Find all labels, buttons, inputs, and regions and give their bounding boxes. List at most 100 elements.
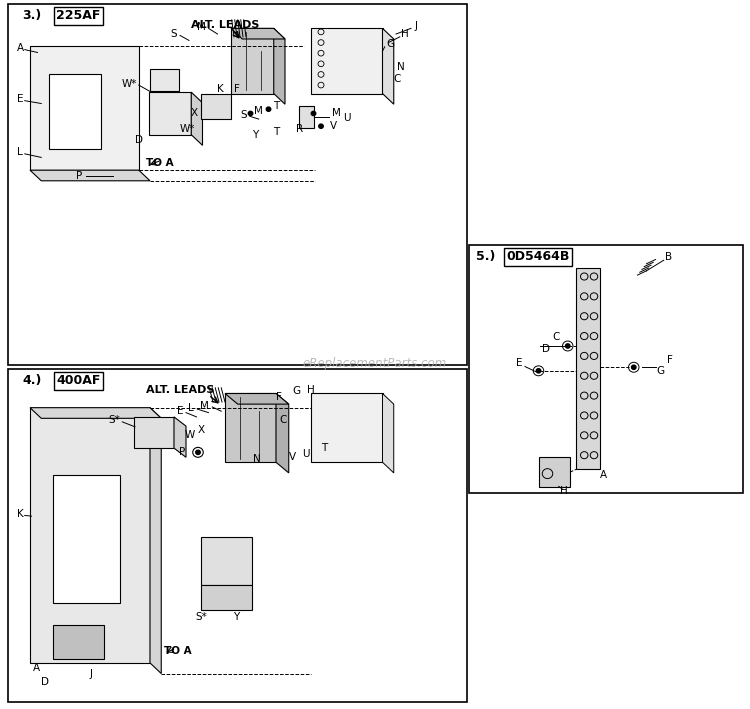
Text: C: C — [394, 74, 401, 84]
Text: X: X — [197, 425, 205, 435]
Text: eReplacementParts.com: eReplacementParts.com — [303, 357, 447, 369]
Text: C: C — [553, 332, 560, 342]
Polygon shape — [150, 69, 178, 91]
Polygon shape — [311, 393, 382, 462]
Polygon shape — [201, 537, 252, 585]
Text: ALT. LEADS: ALT. LEADS — [191, 20, 260, 30]
Circle shape — [266, 107, 271, 111]
Text: D: D — [542, 344, 550, 354]
Text: H: H — [560, 486, 568, 496]
Polygon shape — [150, 408, 161, 674]
Text: K: K — [217, 84, 223, 94]
Text: 3.): 3.) — [22, 9, 42, 22]
Text: 4.): 4.) — [22, 374, 42, 387]
Text: M: M — [254, 106, 263, 116]
Text: L: L — [17, 147, 23, 157]
Polygon shape — [134, 417, 174, 448]
Text: 0D5464B: 0D5464B — [506, 250, 570, 263]
Text: U: U — [302, 449, 310, 459]
Text: 5.): 5.) — [476, 250, 496, 263]
Text: M: M — [200, 401, 208, 411]
Text: TO A: TO A — [164, 646, 191, 656]
Polygon shape — [538, 457, 570, 487]
Polygon shape — [49, 74, 101, 149]
Text: 225AF: 225AF — [56, 9, 100, 22]
Text: S*: S* — [195, 612, 207, 622]
Text: P: P — [179, 447, 185, 457]
Text: G: G — [656, 366, 664, 376]
Text: K: K — [16, 509, 24, 519]
Text: G: G — [292, 386, 300, 396]
Text: V: V — [289, 452, 296, 462]
Polygon shape — [576, 268, 600, 469]
Text: Y: Y — [252, 130, 258, 140]
Text: H: H — [308, 385, 315, 395]
Circle shape — [311, 111, 316, 116]
Polygon shape — [53, 625, 104, 659]
Polygon shape — [231, 28, 285, 39]
Text: ALT. LEADS: ALT. LEADS — [146, 385, 214, 395]
Text: D: D — [136, 135, 143, 145]
Polygon shape — [382, 393, 394, 473]
Text: S: S — [171, 29, 177, 39]
Text: C: C — [280, 415, 287, 425]
Text: H: H — [401, 29, 409, 39]
Text: M: M — [332, 108, 340, 118]
Text: J: J — [415, 21, 418, 31]
Polygon shape — [231, 28, 274, 94]
Text: N: N — [253, 454, 260, 464]
Text: X: X — [190, 108, 198, 118]
Polygon shape — [148, 92, 191, 135]
Circle shape — [566, 344, 570, 348]
Polygon shape — [174, 417, 186, 457]
Circle shape — [196, 450, 200, 454]
Circle shape — [536, 369, 541, 373]
Polygon shape — [201, 585, 252, 610]
Text: S*: S* — [108, 415, 120, 425]
Text: D: D — [41, 677, 49, 687]
Text: T: T — [273, 127, 279, 137]
Circle shape — [632, 365, 636, 369]
Polygon shape — [225, 393, 289, 404]
Text: E: E — [17, 94, 23, 104]
Text: A: A — [600, 470, 608, 480]
Text: F: F — [667, 355, 673, 365]
Polygon shape — [53, 475, 120, 603]
Polygon shape — [191, 92, 202, 145]
Polygon shape — [382, 28, 394, 104]
Text: T: T — [321, 443, 327, 453]
Text: T: T — [273, 101, 279, 111]
Circle shape — [248, 111, 253, 116]
Polygon shape — [274, 28, 285, 104]
Text: U: U — [343, 113, 350, 123]
Text: W: W — [184, 430, 195, 440]
Text: 400AF: 400AF — [56, 374, 100, 387]
Circle shape — [319, 124, 323, 128]
Text: P: P — [76, 171, 82, 181]
Text: TO A: TO A — [146, 158, 174, 168]
Text: M: M — [196, 22, 206, 32]
Text: W*: W* — [122, 79, 136, 89]
Text: J: J — [90, 669, 93, 679]
Text: V: V — [330, 121, 338, 131]
Text: F: F — [276, 392, 282, 402]
Polygon shape — [225, 393, 276, 462]
Polygon shape — [201, 94, 231, 119]
Polygon shape — [30, 46, 139, 170]
Text: L: L — [188, 403, 194, 413]
Text: A: A — [32, 663, 40, 673]
Text: G: G — [386, 39, 394, 49]
Text: E: E — [516, 358, 522, 368]
Text: A: A — [16, 43, 24, 53]
Polygon shape — [311, 28, 382, 94]
Polygon shape — [298, 106, 314, 128]
Polygon shape — [30, 408, 150, 663]
Text: S: S — [241, 110, 247, 120]
Polygon shape — [30, 408, 161, 418]
Polygon shape — [30, 170, 150, 181]
Text: B: B — [665, 252, 673, 262]
Text: N: N — [398, 62, 405, 72]
Text: R: R — [296, 124, 304, 134]
Polygon shape — [276, 393, 289, 473]
Text: E: E — [177, 406, 183, 416]
